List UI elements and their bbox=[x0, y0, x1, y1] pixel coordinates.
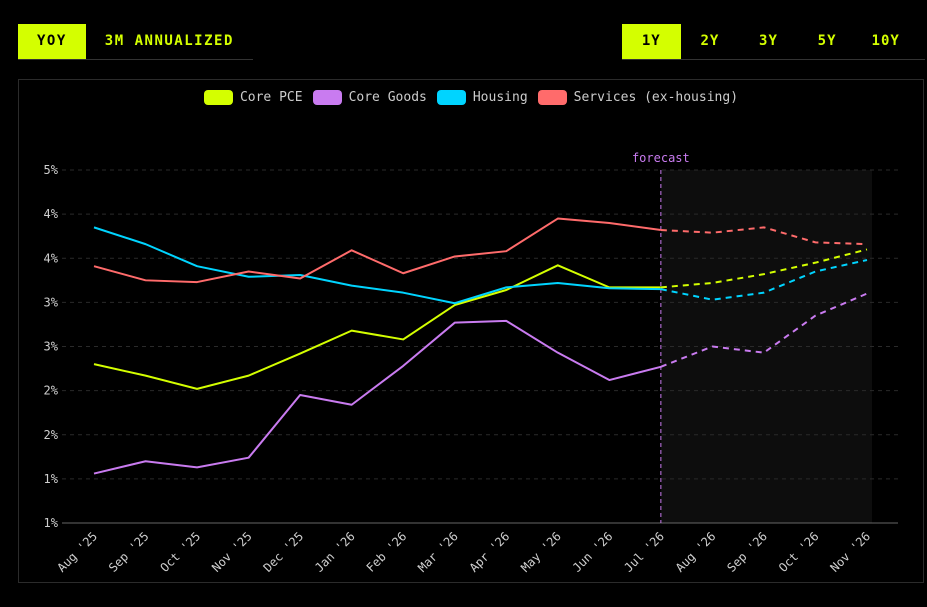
series-forecast-line-services-ex-housing bbox=[660, 226, 868, 246]
y-tick-label: 4% bbox=[44, 207, 59, 221]
x-tick-label: Oct '26 bbox=[776, 529, 822, 575]
tab-3m-annualized[interactable]: 3M ANNUALIZED bbox=[104, 33, 234, 49]
x-tick-label: Dec '25 bbox=[261, 529, 307, 575]
y-tick-label: 3% bbox=[44, 340, 59, 354]
legend-swatch-services-ex-housing bbox=[537, 90, 567, 105]
x-tick-label: May '26 bbox=[518, 529, 564, 575]
y-tick-label: 1% bbox=[44, 516, 59, 530]
x-tick-label: Mar '26 bbox=[415, 529, 461, 575]
tab-1y[interactable]: 1Y bbox=[622, 24, 681, 59]
tab-3y[interactable]: 3Y bbox=[759, 33, 778, 49]
legend-label-core-goods: Core Goods bbox=[348, 90, 427, 105]
series-forecast-line-core-pce bbox=[660, 248, 868, 289]
legend-item-services-ex-housing[interactable]: Services (ex-housing) bbox=[537, 90, 739, 105]
tab-5y[interactable]: 5Y bbox=[817, 33, 837, 49]
x-tick-label: Sep '26 bbox=[724, 529, 770, 575]
y-tick-label: 2% bbox=[44, 384, 59, 398]
x-tick-label: Nov '26 bbox=[827, 529, 873, 575]
legend-swatch-core-goods bbox=[312, 90, 342, 105]
x-tick-label: Aug '25 bbox=[54, 529, 100, 575]
legend-label-services-ex-housing: Services (ex-housing) bbox=[573, 90, 739, 105]
series-line-housing bbox=[93, 226, 661, 305]
x-tick-label: Jan '26 bbox=[312, 529, 358, 575]
tab-yoy[interactable]: YOY bbox=[18, 24, 86, 59]
x-tick-label: Jul '26 bbox=[621, 529, 667, 575]
y-tick-label: 3% bbox=[44, 295, 59, 309]
legend-item-core-goods[interactable]: Core Goods bbox=[312, 90, 427, 105]
x-tick-label: Apr '26 bbox=[467, 529, 513, 575]
legend-label-housing: Housing bbox=[472, 90, 528, 105]
tab-2y[interactable]: 2Y bbox=[700, 33, 720, 49]
series-line-core-goods bbox=[93, 319, 662, 475]
tab-10y[interactable]: 10Y bbox=[871, 33, 900, 49]
legend-item-core-pce[interactable]: Core PCE bbox=[203, 90, 303, 105]
legend-label-core-pce: Core PCE bbox=[239, 90, 303, 105]
x-tick-label: Nov '25 bbox=[209, 529, 255, 575]
chart-legend: Core PCE Core Goods Housing Services (ex… bbox=[18, 90, 924, 105]
legend-swatch-housing bbox=[436, 90, 466, 105]
y-tick-label: 4% bbox=[44, 251, 59, 265]
mode-tabs: YOY 3M ANNUALIZED bbox=[18, 24, 253, 60]
legend-swatch-core-pce bbox=[203, 90, 233, 105]
forecast-label: forecast bbox=[632, 151, 690, 165]
y-tick-label: 2% bbox=[44, 428, 59, 442]
x-tick-label: Feb '26 bbox=[364, 529, 410, 575]
x-tick-label: Jun '26 bbox=[570, 529, 616, 575]
y-tick-label: 5% bbox=[44, 163, 59, 177]
series-line-core-pce bbox=[93, 264, 661, 390]
x-tick-label: Sep '25 bbox=[106, 529, 152, 575]
x-tick-label: Oct '25 bbox=[158, 529, 204, 575]
chart-panel bbox=[18, 79, 924, 583]
range-tabs: 1Y 2Y 3Y 5Y 10Y bbox=[622, 24, 925, 60]
series-forecast-line-core-goods bbox=[660, 292, 868, 368]
series-forecast-line-housing bbox=[660, 259, 868, 301]
series-line-services-ex-housing bbox=[93, 217, 662, 284]
x-tick-label: Aug '26 bbox=[673, 529, 719, 575]
legend-item-housing[interactable]: Housing bbox=[436, 90, 528, 105]
y-tick-label: 1% bbox=[44, 472, 59, 486]
